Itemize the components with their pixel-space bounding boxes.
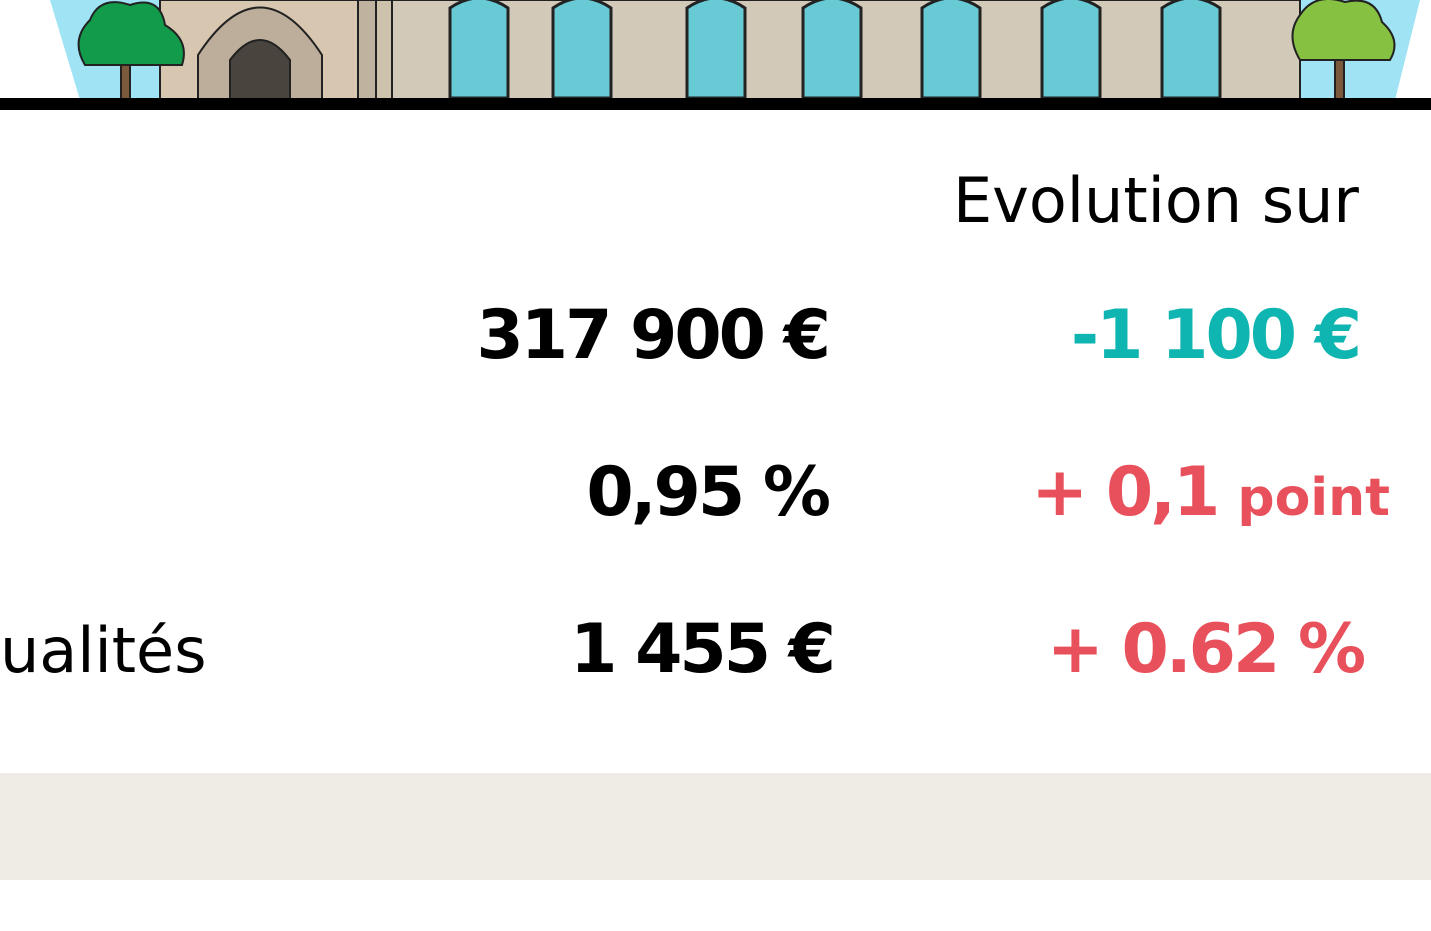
- illustration: [0, 0, 1431, 110]
- page: Evolution sur 317 900 € -1 100 € 0,95 % …: [0, 0, 1431, 931]
- footer-band: [0, 773, 1431, 880]
- screen: Evolution sur 317 900 € -1 100 € 0,95 % …: [0, 0, 1431, 931]
- evolution: -1 100 €: [1071, 296, 1359, 375]
- value: 317 900 €: [476, 296, 828, 375]
- evolution: + 0,1 point: [1031, 453, 1390, 532]
- row-label: ualités: [0, 614, 207, 687]
- value: 0,95 %: [586, 453, 828, 532]
- evolution-header: Evolution sur: [953, 164, 1359, 237]
- evolution-unit: point: [1237, 468, 1390, 528]
- value: 1 455 €: [570, 610, 833, 689]
- evolution: + 0.62 %: [1047, 610, 1364, 689]
- evolution-value: + 0,1: [1031, 453, 1217, 532]
